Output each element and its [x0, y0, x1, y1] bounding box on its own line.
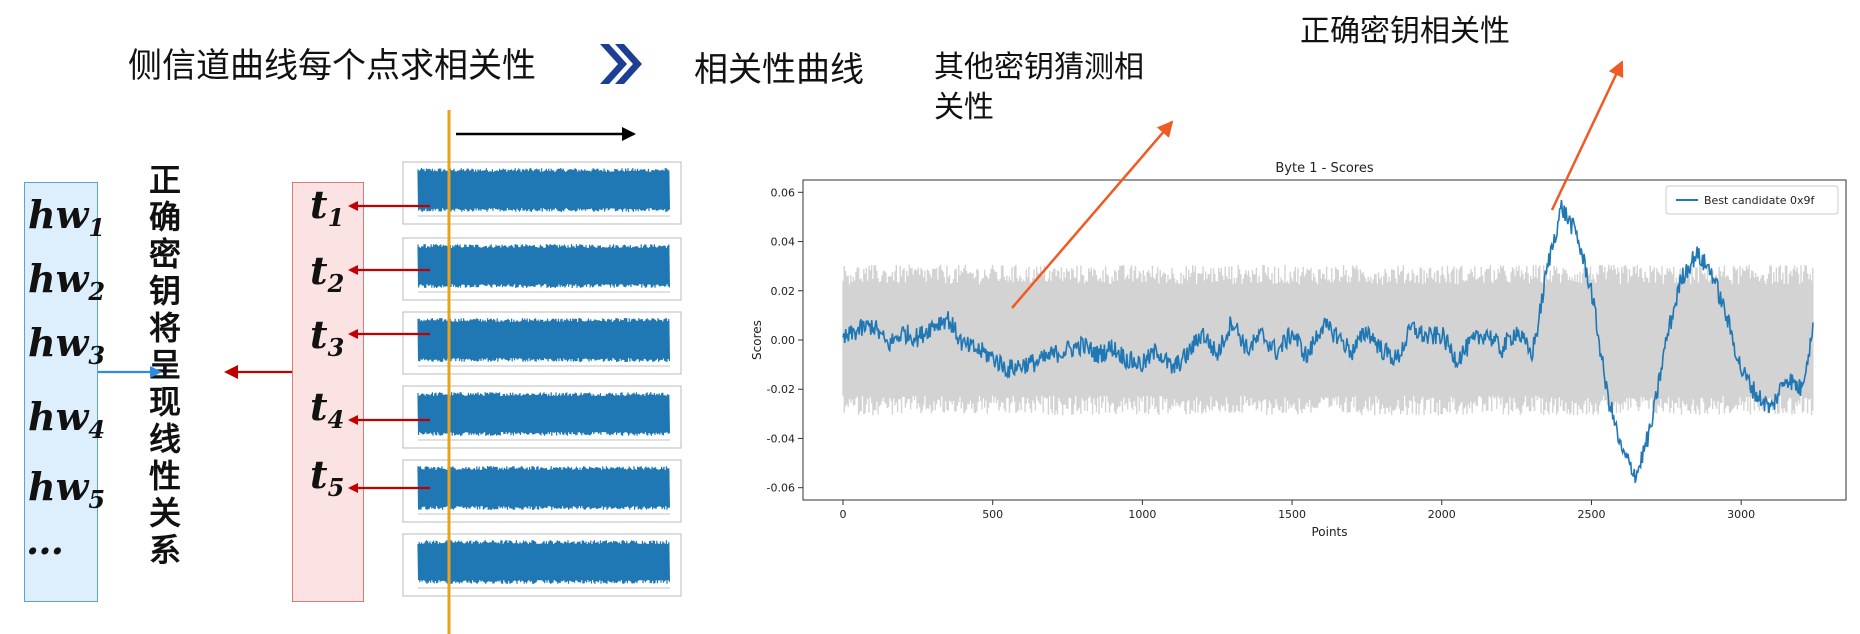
- trace-waveform: [417, 243, 670, 289]
- t-label-1-subscript: 1: [327, 203, 345, 232]
- y-tick-label: 0.00: [771, 334, 796, 347]
- other-keys-annotation-line2: 关性: [934, 90, 994, 125]
- hw-label-2-subscript: 2: [88, 277, 106, 306]
- x-tick-label: 500: [982, 508, 1003, 521]
- other-keys-annotation-arrow: [1011, 120, 1174, 309]
- hw-label-2-base: hw: [28, 256, 89, 301]
- y-axis-label: Scores: [750, 320, 764, 360]
- x-tick-label: 2500: [1577, 508, 1605, 521]
- y-tick-label: 0.06: [771, 186, 796, 199]
- correct-key-annotation-arrow: [1550, 60, 1624, 211]
- y-tick-label: 0.04: [771, 236, 796, 249]
- x-tick-label: 2000: [1428, 508, 1456, 521]
- hw-label-4: hw4: [28, 394, 105, 444]
- hw-label-1: hw1: [28, 192, 105, 242]
- t-label-1-base: t: [310, 182, 328, 227]
- trace-waveform: [417, 540, 670, 584]
- legend-label: Best candidate 0x9f: [1704, 194, 1815, 207]
- chart-title: Byte 1 - Scores: [1275, 161, 1373, 176]
- hw-label-4-base: hw: [28, 394, 89, 439]
- trace-waveform: [417, 392, 670, 436]
- t-label-5: t5: [310, 452, 344, 502]
- y-tick-label: -0.04: [767, 432, 795, 445]
- t-label-5-subscript: 5: [327, 473, 345, 502]
- hw-label-1-subscript: 1: [88, 213, 106, 242]
- hw-label-3-base: hw: [28, 320, 89, 365]
- right-heading: 相关性曲线: [694, 50, 864, 90]
- trace-waveform: [417, 167, 670, 213]
- hw-ellipsis: …: [26, 518, 64, 563]
- y-tick-label: 0.02: [771, 285, 796, 298]
- hw-label-4-subscript: 4: [88, 415, 106, 444]
- trace-waveform: [417, 317, 670, 363]
- x-tick-label: 1000: [1128, 508, 1156, 521]
- double-chevron-right-icon: [600, 44, 642, 84]
- t-label-3: t3: [310, 312, 344, 362]
- t-label-1: t1: [310, 182, 344, 232]
- hw-label-5-subscript: 5: [88, 485, 106, 514]
- t-label-4-subscript: 4: [327, 405, 345, 434]
- linear-relation-vertical-text: 正确密钥将呈现线性关系: [148, 161, 181, 569]
- y-tick-label: -0.02: [767, 383, 795, 396]
- other-keys-annotation-line1: 其他密钥猜测相: [934, 50, 1144, 85]
- x-axis-label: Points: [1311, 525, 1347, 539]
- hw-label-1-base: hw: [28, 192, 89, 237]
- t-label-4: t4: [310, 384, 344, 434]
- left-heading: 侧信道曲线每个点求相关性: [128, 46, 536, 86]
- t-label-3-subscript: 3: [327, 333, 345, 362]
- x-tick-label: 1500: [1278, 508, 1306, 521]
- hw-label-5: hw5: [28, 464, 105, 514]
- time-sample-box: [292, 182, 364, 602]
- y-tick-label: -0.06: [767, 482, 795, 495]
- t-label-2-base: t: [310, 248, 328, 293]
- hw-label-3: hw3: [28, 320, 105, 370]
- t-label-2: t2: [310, 248, 344, 298]
- x-tick-label: 0: [840, 508, 847, 521]
- correct-key-annotation: 正确密钥相关性: [1300, 14, 1510, 49]
- t-label-5-base: t: [310, 452, 328, 497]
- trace-waveform: [417, 465, 670, 511]
- trace-panels: [98, 110, 682, 634]
- hamming-weight-box: [24, 182, 98, 602]
- chart-legend: Best candidate 0x9f: [1665, 185, 1839, 215]
- best-candidate-series-line: [842, 199, 1814, 483]
- x-tick-label: 3000: [1727, 508, 1755, 521]
- t-label-3-base: t: [310, 312, 328, 357]
- hw-label-5-base: hw: [28, 464, 89, 509]
- t-label-2-subscript: 2: [327, 269, 345, 298]
- t-label-4-base: t: [310, 384, 328, 429]
- hw-label-2: hw2: [28, 256, 105, 306]
- hw-label-3-subscript: 3: [88, 341, 106, 370]
